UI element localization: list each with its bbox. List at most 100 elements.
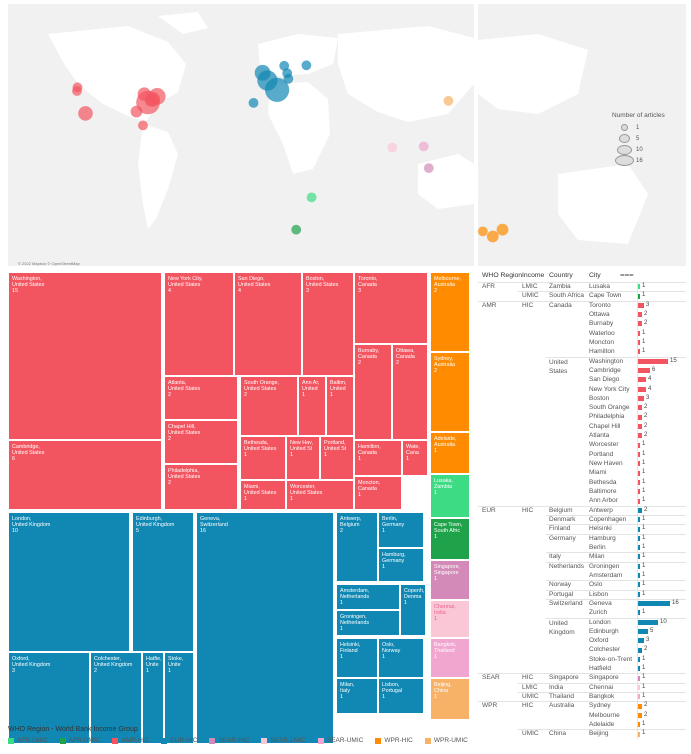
bar[interactable] <box>638 591 640 597</box>
treemap-cell[interactable]: Helsinki, Finland 1 <box>336 638 378 678</box>
treemap-cell[interactable]: Philadelphia, United States 2 <box>164 464 238 510</box>
bar[interactable] <box>638 461 640 467</box>
treemap-cell[interactable]: Hamilton, Canada 1 <box>354 440 402 476</box>
treemap-cell[interactable]: Groningen, Netherlands 1 <box>336 610 400 636</box>
bar[interactable] <box>638 638 644 644</box>
map-bubble[interactable] <box>279 60 290 71</box>
bar[interactable] <box>638 610 640 616</box>
map-bubble[interactable] <box>78 106 93 121</box>
bar[interactable] <box>638 582 640 588</box>
treemap-cell[interactable]: Cambridge, United States 6 <box>8 440 162 510</box>
bar[interactable] <box>638 675 640 681</box>
bar[interactable] <box>638 470 640 476</box>
bar[interactable] <box>638 358 668 364</box>
bar[interactable] <box>638 703 642 709</box>
bar[interactable] <box>638 377 646 383</box>
bar[interactable] <box>638 684 640 690</box>
bar[interactable] <box>638 405 642 411</box>
map-bubble[interactable] <box>130 105 143 118</box>
bar[interactable] <box>638 619 658 625</box>
bar[interactable] <box>638 293 640 299</box>
treemap-cell[interactable]: Ottawa, Canada 2 <box>392 344 428 440</box>
treemap-cell[interactable]: Bangkok, Thailand 1 <box>430 638 470 678</box>
bar[interactable] <box>638 302 644 308</box>
bar[interactable] <box>638 722 640 728</box>
map-bubble[interactable] <box>478 226 488 237</box>
bar[interactable] <box>638 694 640 700</box>
treemap-cell[interactable]: Lusaka, Zambia 1 <box>430 474 470 518</box>
treemap-cell[interactable]: Oxford, United Kingdom 3 <box>8 652 90 744</box>
legend-item[interactable]: WPR-UMIC <box>424 737 468 744</box>
bar[interactable] <box>638 386 646 392</box>
treemap-cell[interactable]: Adelaide, Australia 1 <box>430 432 470 474</box>
bar[interactable] <box>638 330 640 336</box>
bar[interactable] <box>638 498 640 504</box>
bar[interactable] <box>638 340 640 346</box>
treemap-cell[interactable]: New York City, United States 4 <box>164 272 234 376</box>
bar[interactable] <box>638 424 642 429</box>
bar[interactable] <box>638 526 640 532</box>
bar[interactable] <box>638 573 640 579</box>
treemap-cell[interactable]: Beijing, China 1 <box>430 678 470 720</box>
treemap-cell[interactable]: Geneva, Switzerland 16 <box>196 512 334 744</box>
bar[interactable] <box>638 433 642 439</box>
bar[interactable] <box>638 731 640 737</box>
treemap-cell[interactable]: Hatfie, Unite 1 <box>142 652 164 744</box>
treemap-cell[interactable]: Chapel Hill, United States 2 <box>164 420 238 464</box>
bar[interactable] <box>638 647 642 653</box>
bar[interactable] <box>638 657 640 662</box>
treemap-cell[interactable]: Toronto, Canada 3 <box>354 272 428 344</box>
treemap-cell[interactable]: Cape Town, South Afric 1 <box>430 518 470 560</box>
treemap-cell[interactable]: Wate, Cana 1 <box>402 440 428 476</box>
bar[interactable] <box>638 368 650 374</box>
treemap-cell[interactable]: Copenh, Denma 1 <box>400 584 426 636</box>
bar[interactable] <box>638 284 640 290</box>
treemap-cell[interactable]: Milan, Italy 1 <box>336 678 378 714</box>
bar[interactable] <box>638 507 642 513</box>
treemap-cell[interactable]: New Hav, United St 1 <box>286 436 320 480</box>
sort-icon[interactable]: ⩶ <box>620 270 634 279</box>
bar[interactable] <box>638 554 640 560</box>
treemap-cell[interactable]: Colchester, United Kingdom 2 <box>90 652 142 744</box>
map-bubble[interactable] <box>248 98 259 108</box>
treemap-cell[interactable]: Melbourne, Australia 2 <box>430 272 470 352</box>
treemap-cell[interactable]: San Diego, United States 4 <box>234 272 302 376</box>
map-bubble[interactable] <box>138 120 148 131</box>
map-bubble[interactable] <box>496 223 509 236</box>
treemap-cell[interactable]: Washington, United States 15 <box>8 272 162 440</box>
treemap-cell[interactable]: Stoke, Unite 1 <box>164 652 194 744</box>
map-bubble[interactable] <box>254 64 271 81</box>
map-bubble[interactable] <box>306 192 317 203</box>
legend-item[interactable]: EUR-HIC <box>161 737 197 744</box>
world-map[interactable]: © 2022 Mapbox © OpenStreetMap <box>8 4 474 266</box>
legend-item[interactable]: SEAR-UMIC <box>317 737 363 744</box>
treemap-cell[interactable]: Sydney, Australia 2 <box>430 352 470 432</box>
map-bubble[interactable] <box>144 94 157 107</box>
treemap-cell[interactable]: London, United Kingdom 10 <box>8 512 130 652</box>
bar[interactable] <box>638 489 640 495</box>
bar[interactable] <box>638 666 640 672</box>
treemap-cell[interactable]: Berlin, Germany 1 <box>378 512 424 548</box>
treemap-cell[interactable]: Singapore, Singapore 1 <box>430 560 470 600</box>
bar[interactable] <box>638 712 642 718</box>
map-bubble[interactable] <box>282 68 293 79</box>
treemap-cell[interactable]: Antwerp, Belgium 2 <box>336 512 378 582</box>
bar[interactable] <box>638 601 670 607</box>
bar[interactable] <box>638 535 640 541</box>
map-bubble[interactable] <box>418 141 429 152</box>
map-bubble[interactable] <box>443 95 454 106</box>
treemap-cell[interactable]: Worcester, United States 1 <box>286 480 354 510</box>
bar[interactable] <box>638 442 640 448</box>
treemap-cell[interactable]: Ann Ar, United 1 <box>298 376 326 436</box>
bar[interactable] <box>638 414 642 420</box>
treemap-cell[interactable]: Amsterdam, Netherlands 1 <box>336 584 400 610</box>
map-bubble[interactable] <box>387 142 398 153</box>
bar[interactable] <box>638 629 648 635</box>
map-bubble[interactable] <box>72 86 82 96</box>
bar[interactable] <box>638 396 644 402</box>
treemap-cell[interactable]: Chennai, India 1 <box>430 600 470 638</box>
treemap-cell[interactable]: Oslo, Norway 1 <box>378 638 424 678</box>
map-bubble[interactable] <box>291 224 302 235</box>
bar[interactable] <box>638 451 640 457</box>
legend-item[interactable]: WPR-HIC <box>375 737 413 744</box>
